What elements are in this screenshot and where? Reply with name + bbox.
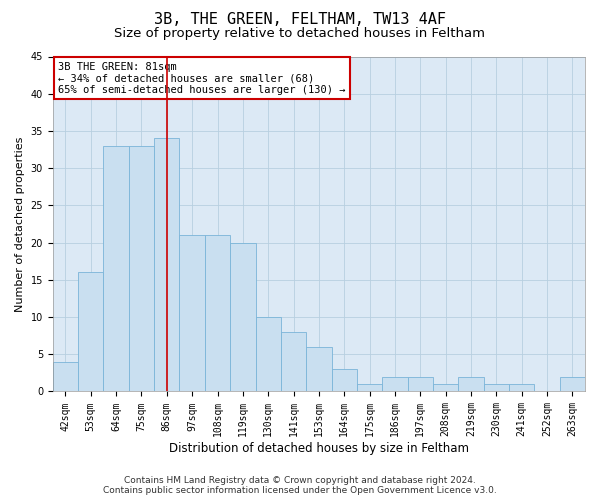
Bar	[129, 146, 154, 392]
X-axis label: Distribution of detached houses by size in Feltham: Distribution of detached houses by size …	[169, 442, 469, 455]
Text: Contains HM Land Registry data © Crown copyright and database right 2024.
Contai: Contains HM Land Registry data © Crown c…	[103, 476, 497, 495]
Bar	[357, 384, 382, 392]
Bar	[78, 272, 103, 392]
Text: 3B, THE GREEN, FELTHAM, TW13 4AF: 3B, THE GREEN, FELTHAM, TW13 4AF	[154, 12, 446, 28]
Bar	[484, 384, 509, 392]
Bar	[560, 376, 585, 392]
Bar	[256, 317, 281, 392]
Bar	[332, 369, 357, 392]
Bar	[103, 146, 129, 392]
Bar	[407, 376, 433, 392]
Bar	[205, 235, 230, 392]
Text: Size of property relative to detached houses in Feltham: Size of property relative to detached ho…	[115, 28, 485, 40]
Bar	[281, 332, 306, 392]
Bar	[53, 362, 78, 392]
Bar	[230, 242, 256, 392]
Bar	[433, 384, 458, 392]
Bar	[154, 138, 179, 392]
Bar	[306, 347, 332, 392]
Y-axis label: Number of detached properties: Number of detached properties	[15, 136, 25, 312]
Bar	[179, 235, 205, 392]
Bar	[509, 384, 535, 392]
Bar	[458, 376, 484, 392]
Bar	[382, 376, 407, 392]
Text: 3B THE GREEN: 81sqm
← 34% of detached houses are smaller (68)
65% of semi-detach: 3B THE GREEN: 81sqm ← 34% of detached ho…	[58, 62, 346, 94]
